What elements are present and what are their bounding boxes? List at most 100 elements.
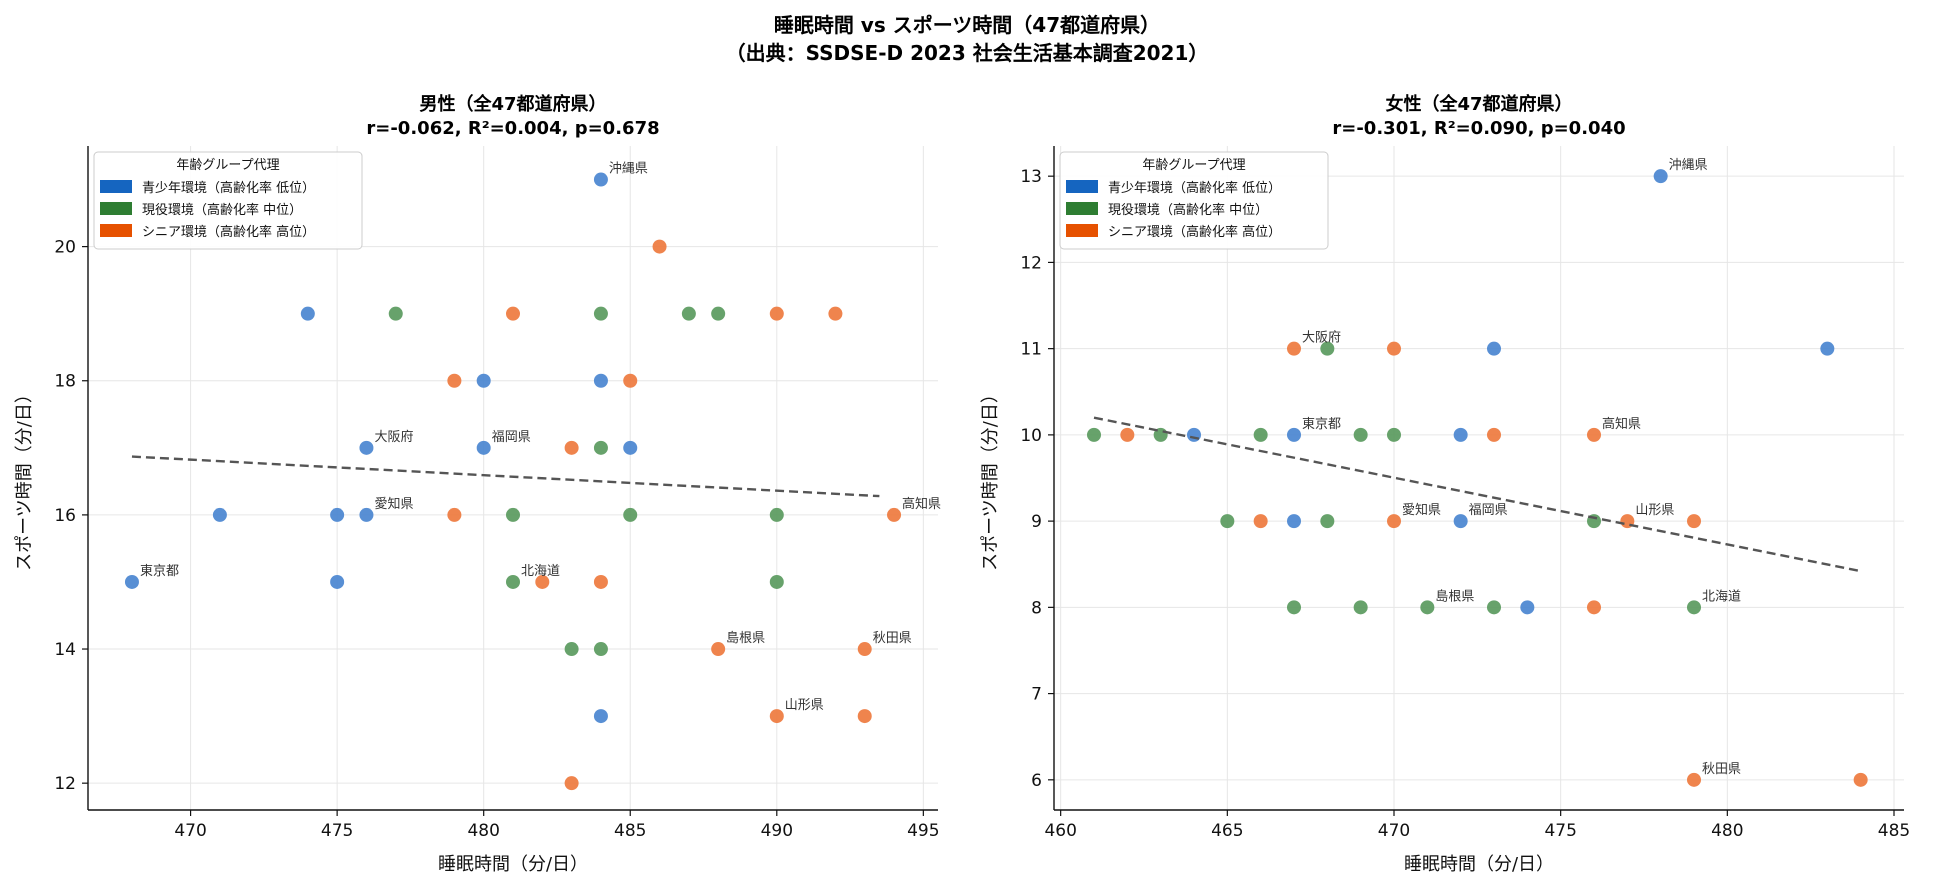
x-tick-label: 475 (1544, 821, 1576, 841)
data-point-senior (857, 642, 872, 657)
data-point-senior (1287, 341, 1301, 356)
prefecture-label: 山形県 (785, 698, 824, 713)
x-tick-label: 475 (321, 821, 353, 841)
x-tick-label: 480 (1711, 821, 1743, 841)
data-point-senior (887, 507, 902, 522)
data-point-young (593, 709, 608, 724)
data-point-senior (1587, 600, 1601, 615)
data-point-senior (535, 574, 550, 589)
data-point-senior (1253, 514, 1268, 529)
data-point-young (1453, 514, 1468, 529)
y-tick-label: 8 (1031, 598, 1042, 618)
data-point-senior (828, 306, 843, 321)
prefecture-label: 沖縄県 (1669, 158, 1708, 173)
prefecture-label: 高知県 (902, 496, 941, 512)
legend-box (93, 151, 363, 250)
legend-item-label: 現役環境（高齢化率 中位） (142, 202, 302, 218)
y-tick-label: 13 (1020, 167, 1042, 187)
data-point-young (593, 172, 608, 187)
data-point-working (1487, 600, 1501, 615)
y-tick-label: 11 (1020, 340, 1042, 360)
y-tick-label: 12 (1020, 253, 1042, 273)
x-tick-label: 495 (907, 821, 939, 841)
data-point-working (593, 642, 608, 657)
data-point-working (1420, 600, 1435, 615)
data-point-working (1320, 514, 1335, 529)
data-point-senior (447, 507, 462, 522)
data-point-working (593, 306, 608, 321)
legend-item-label: 現役環境（高齢化率 中位） (1108, 202, 1268, 218)
data-point-working (388, 306, 403, 321)
x-tick-label: 470 (1378, 821, 1410, 841)
legend-swatch (1066, 224, 1098, 237)
data-point-senior (447, 373, 462, 388)
prefecture-label: 秋田県 (873, 631, 912, 646)
data-point-working (1253, 427, 1268, 442)
data-point-working (769, 507, 784, 522)
data-point-young (212, 507, 227, 522)
data-point-working (1087, 427, 1101, 442)
prefecture-label: 大阪府 (1302, 331, 1341, 346)
prefecture-label: 島根県 (1435, 589, 1474, 604)
data-point-young (1287, 514, 1301, 529)
data-point-working (1687, 600, 1701, 615)
data-point-young (300, 306, 315, 321)
data-point-young (359, 507, 374, 522)
regression-trend-line (131, 455, 880, 498)
legend-item-label: 青少年環境（高齢化率 低位） (1108, 180, 1281, 196)
figure-title-line1: 睡眠時間 vs スポーツ時間（47都道府県） (774, 13, 1160, 37)
data-point-senior (1120, 427, 1135, 442)
regression-trend-line (1093, 416, 1861, 573)
prefecture-label: 島根県 (726, 631, 765, 646)
male-scatter-panel: 男性（全47都道府県） r=-0.062, R²=0.004, p=0.678 47… (14, 93, 941, 875)
data-point-senior (1387, 341, 1401, 356)
prefecture-label: 福岡県 (1469, 503, 1508, 518)
legend-title: 年齢グループ代理 (176, 158, 279, 173)
data-point-senior (1487, 427, 1501, 442)
data-point-working (1320, 341, 1335, 356)
data-point-working (681, 306, 696, 321)
x-tick-label: 485 (1878, 821, 1910, 841)
prefecture-label: 山形県 (1635, 503, 1674, 518)
prefecture-label: 東京都 (1302, 416, 1341, 432)
prefecture-label: 東京都 (140, 563, 179, 579)
data-point-young (124, 574, 139, 589)
x-axis-label: 睡眠時間（分/日） (438, 854, 588, 875)
y-tick-label: 10 (1020, 426, 1042, 446)
legend-item-label: シニア環境（高齢化率 高位） (142, 224, 315, 240)
x-tick-label: 480 (467, 821, 499, 841)
data-point-young (1653, 169, 1668, 184)
data-point-senior (1853, 772, 1868, 787)
data-point-senior (593, 574, 608, 589)
y-tick-label: 6 (1031, 771, 1042, 791)
data-point-young (1520, 600, 1535, 615)
figure-title-line2: （出典：SSDSE-D 2023 社会生活基本調査2021） (726, 41, 1209, 65)
data-point-young (1487, 341, 1501, 356)
data-point-senior (564, 440, 579, 455)
data-point-young (1453, 427, 1468, 442)
data-point-working (769, 574, 784, 589)
data-point-young (1187, 427, 1201, 442)
prefecture-label: 北海道 (521, 564, 560, 579)
data-point-working (1287, 600, 1301, 615)
data-point-senior (1387, 514, 1401, 529)
prefecture-label: 沖縄県 (609, 162, 648, 177)
legend-swatch (100, 224, 132, 237)
prefecture-label: 高知県 (1602, 416, 1641, 432)
x-tick-label: 485 (614, 821, 646, 841)
x-tick-label: 470 (174, 821, 206, 841)
legend-swatch (100, 180, 132, 193)
data-point-working (506, 574, 520, 589)
y-axis-label: スポーツ時間（分/日） (980, 385, 1001, 571)
data-point-working (1220, 514, 1235, 529)
panel-title-stats: r=-0.301, R²=0.090, p=0.040 (1332, 118, 1625, 139)
panel-title-line1: 女性（全47都道府県） (1385, 93, 1572, 115)
data-point-young (1820, 341, 1835, 356)
data-point-senior (564, 776, 579, 791)
prefecture-label: 福岡県 (492, 430, 531, 445)
y-tick-label: 18 (54, 372, 76, 392)
y-axis-label: スポーツ時間（分/日） (14, 385, 35, 571)
